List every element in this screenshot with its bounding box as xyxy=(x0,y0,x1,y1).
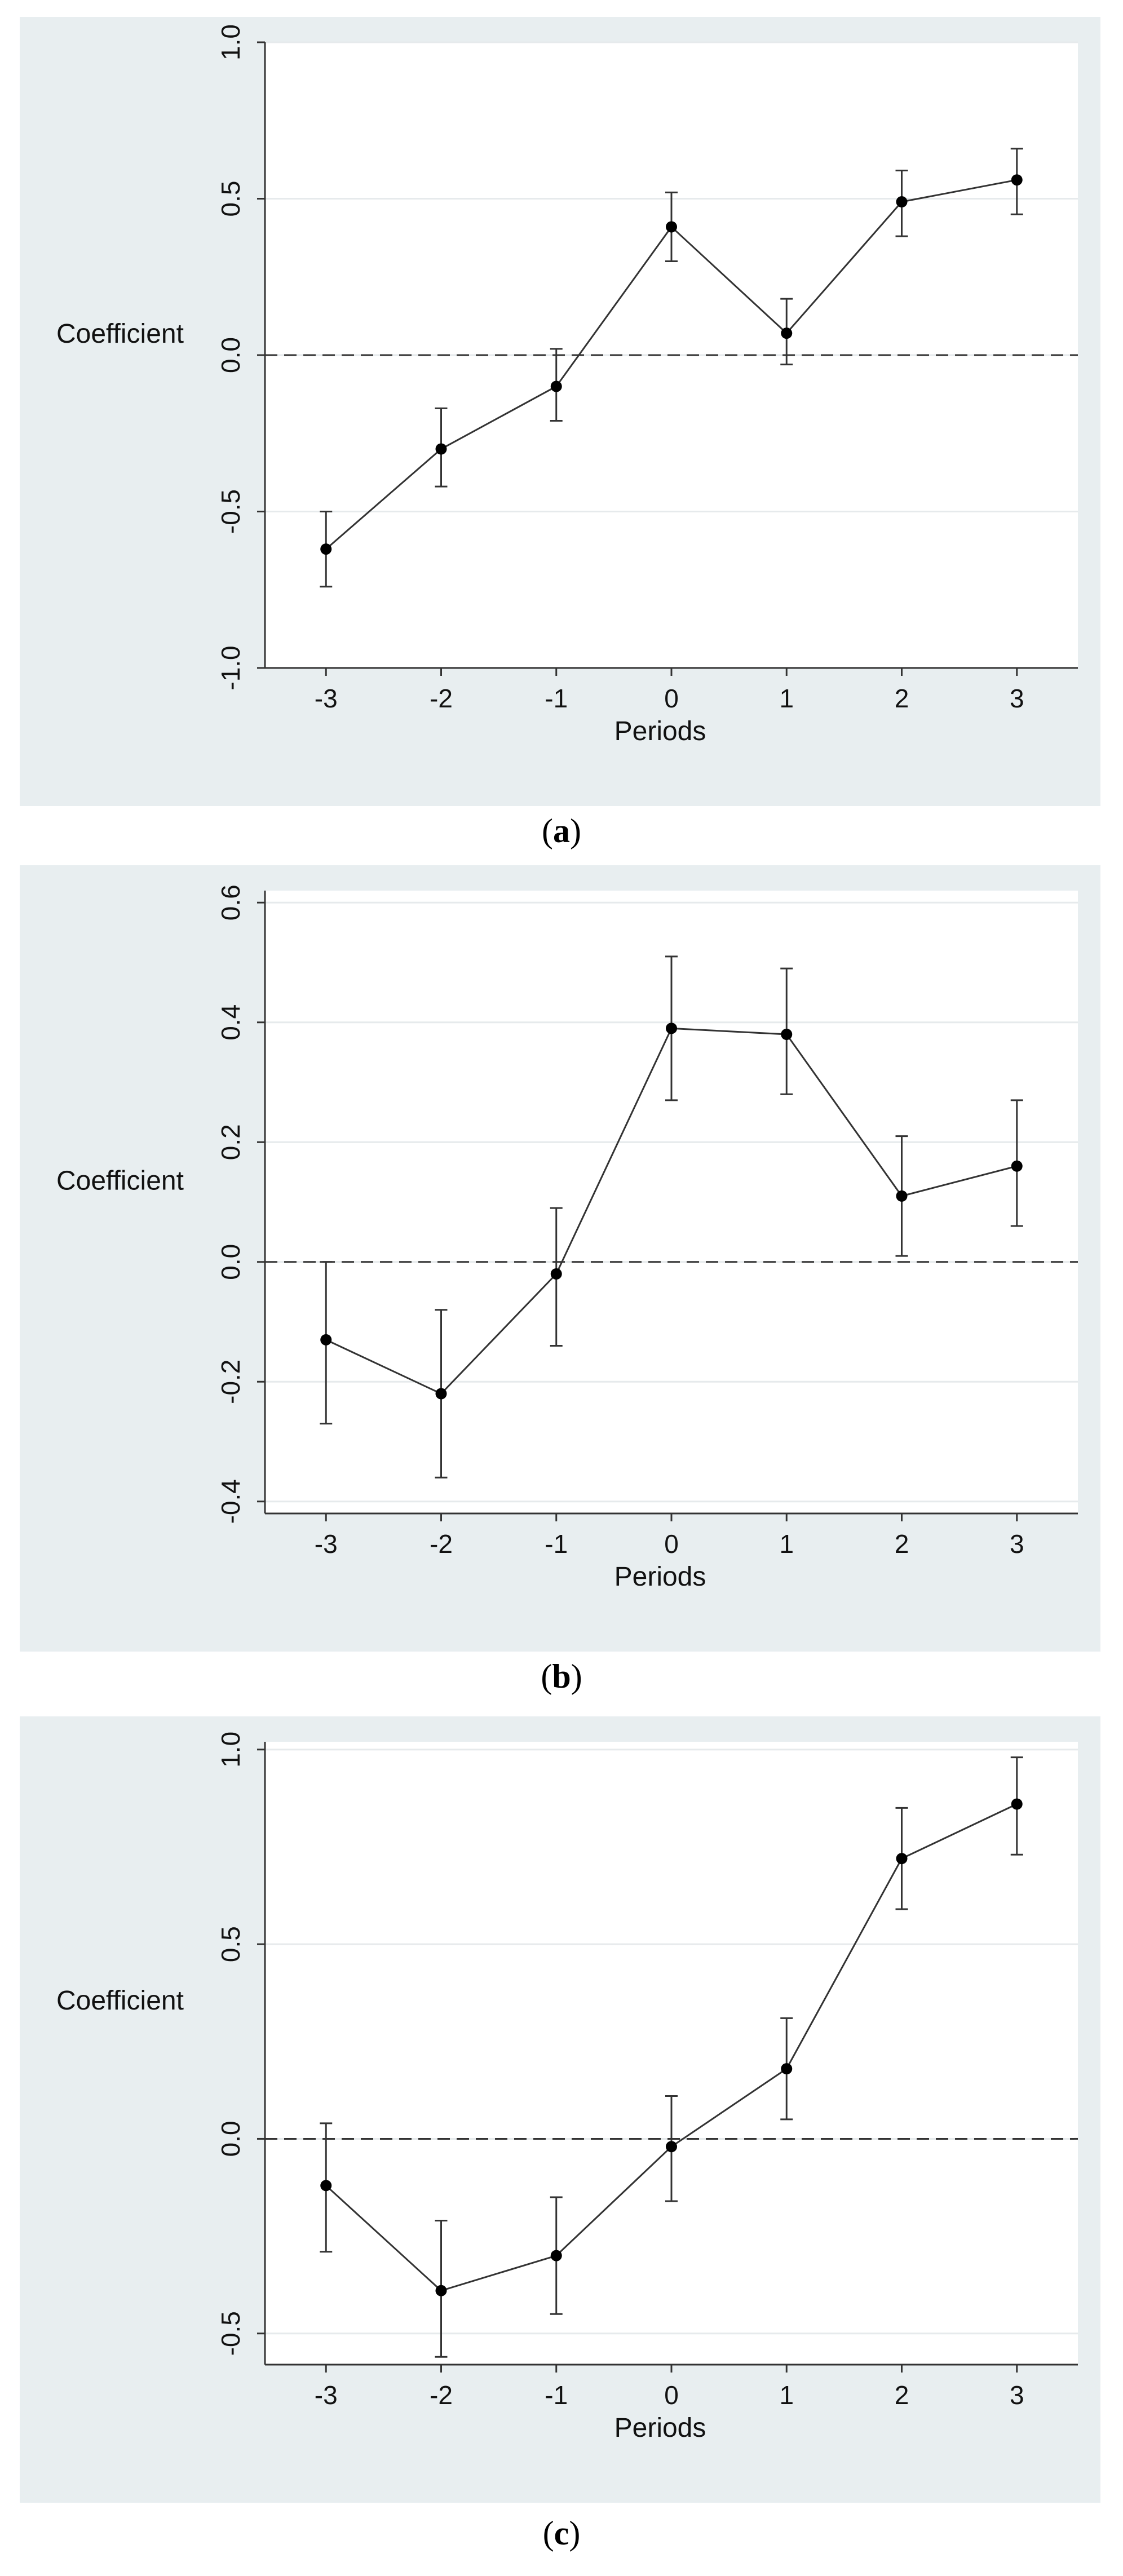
x-tick-label: 2 xyxy=(895,1529,909,1559)
x-tick-label: 0 xyxy=(664,684,679,713)
x-tick-label: -1 xyxy=(545,2380,568,2410)
y-tick-label: 0.4 xyxy=(216,1004,245,1041)
y-tick-label: 1.0 xyxy=(216,24,245,60)
chart-panel-b: -0.4 -0.2 0.0 0.2 0.4 0.6 -3 -2 -1 0 1 2 3 Periods Coe… xyxy=(20,865,1100,1652)
y-tick-label: 0.0 xyxy=(216,2121,245,2157)
caption-b: (b) xyxy=(541,1658,582,1695)
caption-c: (c) xyxy=(542,2515,581,2552)
x-tick-label: -2 xyxy=(430,684,453,713)
data-point xyxy=(550,380,562,392)
data-point xyxy=(550,1268,562,1280)
x-axis-label: Periods xyxy=(614,1562,706,1592)
x-tick-label: -1 xyxy=(545,684,568,713)
y-axis-label: Coefficient xyxy=(56,1166,184,1196)
chart-panel-c: -0.5 0.0 0.5 1.0 -3 -2 -1 0 1 2 3 Periods Coefficien… xyxy=(20,1716,1100,2503)
data-point xyxy=(1011,174,1023,186)
data-point xyxy=(781,327,793,339)
y-tick-label: 1.0 xyxy=(216,1732,245,1768)
x-tick-label: 0 xyxy=(664,1529,679,1559)
x-tick-label: -1 xyxy=(545,1529,568,1559)
data-point xyxy=(666,1023,677,1034)
chart-panel-a: -1.0 -0.5 0.0 0.5 1.0 -3 -2 -1 0 1 2 3 Periods Coeffi… xyxy=(20,17,1100,806)
y-tick-label: -0.4 xyxy=(216,1479,245,1524)
data-point xyxy=(666,2141,677,2153)
y-tick-label: 0.0 xyxy=(216,337,245,373)
x-axis-label: Periods xyxy=(614,2413,706,2443)
x-tick-label: 3 xyxy=(1010,684,1024,713)
data-point xyxy=(320,543,332,555)
data-point xyxy=(666,221,677,233)
data-point xyxy=(320,2180,332,2192)
y-tick-label: 0.5 xyxy=(216,181,245,217)
x-tick-label: -2 xyxy=(430,2380,453,2410)
x-tick-label: 0 xyxy=(664,2380,679,2410)
chart-b-svg: -0.4 -0.2 0.0 0.2 0.4 0.6 -3 -2 -1 0 1 2 3 Periods Coe… xyxy=(56,884,1078,1592)
data-point xyxy=(435,1388,447,1400)
data-point xyxy=(550,2250,562,2261)
x-tick-label: 1 xyxy=(779,1529,794,1559)
plot-area xyxy=(265,1742,1078,2365)
y-tick-label: 0.6 xyxy=(216,884,245,920)
data-point xyxy=(896,196,908,208)
y-tick-label: 0.0 xyxy=(216,1244,245,1280)
y-tick-label: -0.5 xyxy=(216,489,245,534)
x-tick-label: 2 xyxy=(895,2380,909,2410)
data-point xyxy=(781,2063,793,2075)
y-axis-label: Coefficient xyxy=(56,1986,184,2016)
data-point xyxy=(435,443,447,455)
x-axis-label: Periods xyxy=(614,716,706,746)
y-tick-label: -0.5 xyxy=(216,2311,245,2356)
chart-c-svg: -0.5 0.0 0.5 1.0 -3 -2 -1 0 1 2 3 Periods Coefficien… xyxy=(56,1732,1078,2443)
data-point xyxy=(1011,1798,1023,1810)
y-tick-label: 0.2 xyxy=(216,1124,245,1160)
data-point xyxy=(896,1190,908,1202)
caption-a: (a) xyxy=(542,812,581,849)
y-axis-label: Coefficient xyxy=(56,319,184,349)
x-tick-label: -3 xyxy=(315,1529,338,1559)
y-tick-label: -1.0 xyxy=(216,645,245,690)
data-point xyxy=(1011,1160,1023,1172)
x-tick-label: 3 xyxy=(1010,2380,1024,2410)
y-tick-label: 0.5 xyxy=(216,1926,245,1962)
data-point xyxy=(320,1334,332,1345)
chart-a-svg: -1.0 -0.5 0.0 0.5 1.0 -3 -2 -1 0 1 2 3 Periods Coeffi… xyxy=(56,24,1078,746)
data-point xyxy=(781,1029,793,1040)
data-point xyxy=(435,2285,447,2296)
x-tick-label: -3 xyxy=(315,684,338,713)
x-tick-label: 2 xyxy=(895,684,909,713)
x-tick-label: -3 xyxy=(315,2380,338,2410)
x-tick-label: 3 xyxy=(1010,1529,1024,1559)
x-tick-label: -2 xyxy=(430,1529,453,1559)
data-point xyxy=(896,1853,908,1865)
y-tick-label: -0.2 xyxy=(216,1360,245,1404)
x-tick-label: 1 xyxy=(779,684,794,713)
x-tick-label: 1 xyxy=(779,2380,794,2410)
